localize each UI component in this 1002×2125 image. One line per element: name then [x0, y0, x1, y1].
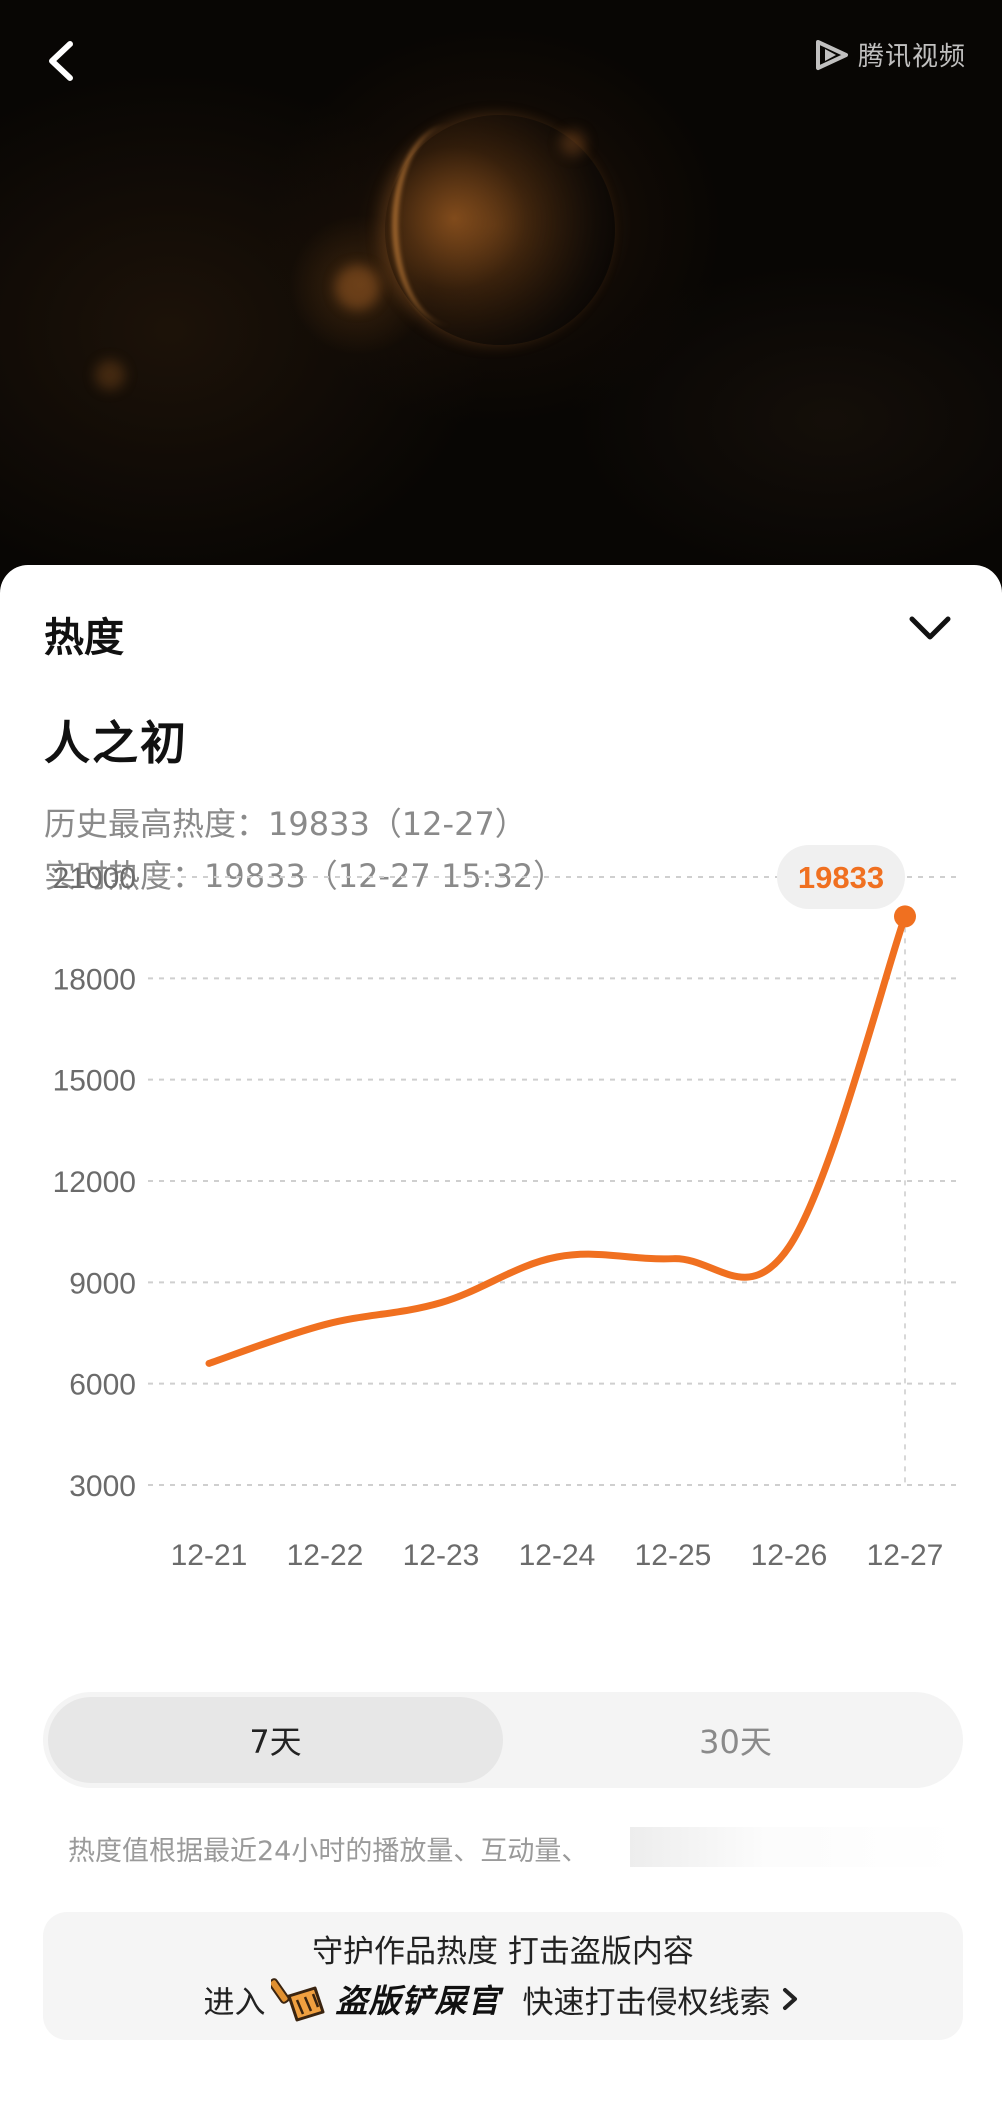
brand-logo: 腾讯视频 [812, 36, 966, 73]
back-button[interactable] [38, 30, 88, 90]
y-tick-label: 3000 [69, 1470, 136, 1503]
chevron-down-icon [909, 616, 951, 640]
collapse-button[interactable] [902, 607, 958, 651]
x-tick-label: 12-21 [171, 1539, 248, 1572]
hero-glow-dot [95, 360, 125, 390]
y-tick-label: 21000 [53, 862, 136, 895]
value-callout-label: 19833 [798, 860, 884, 895]
anti-piracy-banner[interactable]: 守护作品热度 打击盗版内容 进入 盗版铲屎官 快速打击侵权线索 [43, 1912, 963, 2040]
tencent-video-play-icon [815, 39, 848, 70]
promo-prefix: 进入 [203, 1984, 266, 2021]
brand-label: 腾讯视频 [857, 42, 966, 72]
heat-line-chart: 3000 6000 9000 12000 15000 18000 21000 12-21 12-… [53, 845, 960, 1572]
heat-chart: 3000 6000 9000 12000 15000 18000 21000 12-21 12-… [0, 845, 1002, 1572]
video-hero[interactable]: 腾讯视频 [0, 0, 1002, 600]
heat-footnote: 热度值根据最近24小时的播放量、互动量、 [68, 1836, 589, 1867]
hero-glow-dot [335, 265, 380, 310]
history-high-stat: 历史最高热度：19833（12-27） [44, 805, 527, 843]
promo-suffix: 快速打击侵权线索 [522, 1984, 771, 2021]
hero-glow-dot [560, 130, 586, 156]
back-arrow-icon [49, 41, 73, 81]
y-tick-label: 12000 [53, 1166, 136, 1199]
tab-30-days[interactable]: 30天 [699, 1723, 772, 1761]
promo-brand: 盗版铲屎官 [335, 1982, 501, 2020]
x-tick-label: 12-24 [519, 1539, 596, 1572]
x-tick-label: 12-23 [403, 1539, 480, 1572]
footnote-fade [630, 1827, 960, 1867]
promo-cta-row: 进入 盗版铲屎官 快速打击侵权线索 [43, 1974, 963, 2024]
y-tick-label: 6000 [69, 1369, 136, 1402]
x-tick-label: 12-27 [867, 1539, 944, 1572]
heat-sheet: 热度 人之初 历史最高热度：19833（12-27） 实时热度：19833（12… [0, 565, 1002, 2125]
y-tick-label: 18000 [53, 963, 136, 996]
value-callout-bubble [777, 845, 905, 909]
heat-series-line [205, 912, 909, 1367]
shovel-icon [271, 1978, 325, 2022]
show-title: 人之初 [44, 716, 188, 770]
x-tick-label: 12-25 [635, 1539, 712, 1572]
hero-sphere-rim [392, 125, 508, 325]
x-tick-label: 12-26 [751, 1539, 828, 1572]
data-point-latest [894, 905, 916, 928]
y-tick-label: 9000 [69, 1267, 136, 1300]
y-tick-label: 15000 [53, 1065, 136, 1098]
chevron-right-icon [782, 1988, 797, 2010]
range-selector: 7天 30天 [43, 1692, 963, 1788]
promo-headline: 守护作品热度 打击盗版内容 [312, 1934, 694, 1970]
sheet-title: 热度 [44, 615, 124, 661]
x-tick-label: 12-22 [287, 1539, 364, 1572]
tab-7-days[interactable]: 7天 [48, 1697, 503, 1783]
